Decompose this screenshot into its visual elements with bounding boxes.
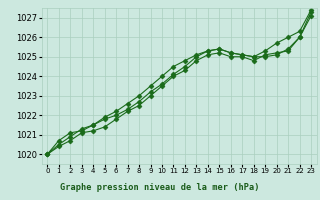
Text: Graphe pression niveau de la mer (hPa): Graphe pression niveau de la mer (hPa) [60,183,260,192]
